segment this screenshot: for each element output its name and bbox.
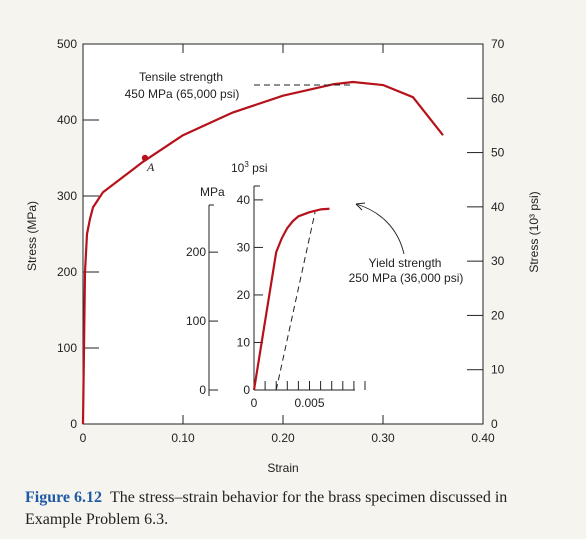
inset-x-tick-label: 0 [251, 396, 258, 410]
yield-strength-value: 250 MPa (36,000 psi) [349, 271, 464, 285]
inset-y-tick-label-left: 100 [186, 314, 206, 328]
x-axis-label: Strain [267, 461, 298, 475]
inset-y-tick-label-left: 200 [186, 245, 206, 259]
offset-line [275, 212, 316, 391]
figure-label: Figure 6.12 [25, 489, 103, 506]
y-tick-label-right: 10 [491, 363, 505, 377]
inset-y-tick-label-right: 40 [237, 193, 251, 207]
y-tick-label-left: 400 [57, 113, 77, 127]
y-tick-label-left: 300 [57, 189, 77, 203]
yield-pointer-arrow [355, 203, 405, 255]
inset-y-tick-label-right: 30 [237, 240, 251, 254]
y-tick-label-right: 20 [491, 308, 505, 322]
y-tick-label-right: 70 [491, 37, 505, 51]
inset-unit-exp: 3 [244, 160, 249, 169]
inset-x-tick-label: 0.005 [294, 396, 324, 410]
y-tick-label-right: 30 [491, 254, 505, 268]
x-tick-label: 0 [80, 431, 87, 445]
inset-unit-left: MPa [200, 185, 225, 199]
y-tick-label-right: 50 [491, 146, 505, 160]
x-tick-label: 0.10 [171, 431, 195, 445]
x-tick-label: 0.40 [471, 431, 495, 445]
x-tick-label: 0.30 [371, 431, 395, 445]
x-tick-label: 0.20 [271, 431, 295, 445]
y-axis-label-left: Stress (MPa) [25, 201, 39, 271]
inset-y-tick-label-right: 0 [243, 383, 250, 397]
inset-unit-psi: psi [249, 161, 268, 175]
yield-strength-label: Yield strength [369, 256, 442, 270]
y-tick-label-left: 0 [70, 417, 77, 431]
point-a-label: A [146, 160, 155, 174]
point-a-marker [141, 154, 149, 162]
caption-text: The stress–strain behavior for the brass… [25, 489, 508, 528]
y-tick-label-left: 100 [57, 341, 77, 355]
y-tick-label-left: 200 [57, 265, 77, 279]
inset-y-tick-label-right: 10 [237, 335, 251, 349]
y-tick-label-right: 60 [491, 91, 505, 105]
inset-y-tick-label-left: 0 [199, 383, 206, 397]
tensile-strength-value: 450 MPa (65,000 psi) [125, 87, 240, 101]
figure-caption: Figure 6.12 The stress–strain behavior fo… [25, 487, 565, 531]
y-tick-label-right: 0 [491, 417, 498, 431]
inset-unit-right: 103 psi [231, 160, 268, 175]
y-tick-label-left: 500 [57, 37, 77, 51]
y-axis-label-right: Stress (10³ psi) [527, 191, 541, 272]
y-tick-label-right: 40 [491, 200, 505, 214]
stress-strain-curve [81, 80, 444, 425]
inset-stress-strain-curve [252, 207, 330, 391]
tensile-strength-label: Tensile strength [139, 70, 223, 84]
yield-pointer-arrowhead [355, 202, 366, 211]
inset-y-tick-label-right: 20 [237, 288, 251, 302]
